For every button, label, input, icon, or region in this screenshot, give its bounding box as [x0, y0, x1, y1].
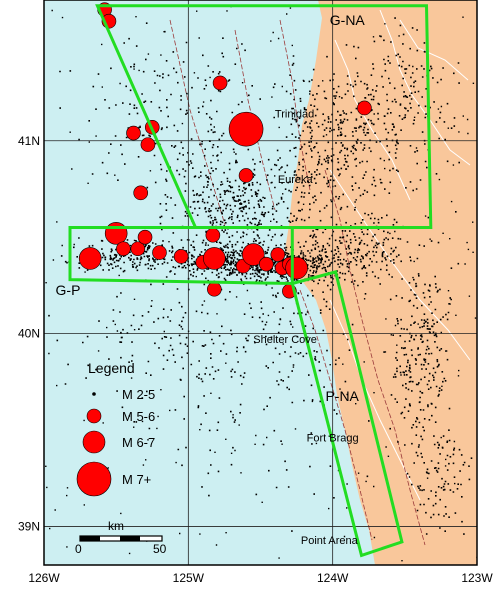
legend-label: M 6-7 [122, 435, 155, 450]
earthquake-marker [258, 256, 274, 272]
legend-item: M 6-7 [82, 430, 155, 454]
earthquake-marker [116, 241, 131, 257]
region-boxes [68, 4, 433, 558]
earthquake-marker [126, 125, 141, 141]
earthquake-marker [78, 247, 102, 270]
place-label: Point Arena [301, 535, 359, 547]
region-box [290, 270, 404, 558]
earthquake-marker [228, 111, 264, 147]
earthquake-marker [173, 249, 189, 264]
fault-line [299, 289, 373, 541]
legend-symbol [82, 430, 106, 454]
legend-item: M 5-6 [86, 408, 155, 424]
place-label: Eureka [278, 174, 314, 186]
y-tick-label: 39N [18, 519, 40, 533]
earthquake-marker [207, 281, 222, 297]
region-box [95, 4, 433, 229]
legend: Legend M 2-5 M 5-6 M 6-7 M 7+ [76, 360, 155, 497]
legend-label: M 5-6 [122, 409, 155, 424]
earthquake-marker [140, 137, 156, 152]
place-label: Shelter Cove [253, 334, 317, 346]
y-tick-label: 40N [18, 327, 40, 341]
region-label: G-NA [330, 12, 366, 28]
earthquake-marker [203, 247, 226, 270]
region-label: G-P [56, 282, 81, 298]
legend-label: M 2-5 [122, 387, 155, 402]
earthquake-marker [205, 227, 221, 243]
x-tick-label: 126W [28, 571, 60, 585]
earthquake-marker [357, 100, 372, 116]
legend-symbol [92, 392, 96, 396]
earthquake-marker [152, 245, 167, 260]
place-label: Trinidad [275, 109, 314, 121]
earthquake-marker [285, 256, 308, 280]
earthquake-marker [133, 185, 149, 201]
scale-tick-end: 50 [153, 542, 167, 556]
river-line [329, 169, 471, 361]
earthquake-marker [241, 243, 265, 266]
river-line [399, 19, 469, 81]
region-label: P-NA [325, 388, 359, 404]
legend-item: M 7+ [76, 461, 151, 497]
place-label: Fort Bragg [307, 433, 359, 445]
rivers [329, 9, 471, 501]
region-labels: G-NA G-P P-NA [56, 12, 366, 404]
earthquake-marker [104, 222, 128, 245]
x-tick-label: 123W [461, 571, 493, 585]
earthquake-marker [212, 75, 228, 91]
earthquake-marker [238, 168, 254, 183]
fault-line [169, 19, 226, 226]
place-labels: Trinidad Eureka Shelter Cove Fort Bragg Poin… [253, 109, 358, 547]
legend-item: M 2-5 [92, 387, 155, 402]
scale-bar: km 0 50 [75, 519, 167, 556]
earthquake-marker [130, 241, 146, 257]
map-frame [43, 0, 478, 566]
x-tick-label: 125W [173, 571, 205, 585]
scale-tick-start: 0 [75, 542, 82, 556]
fault-line [279, 19, 311, 191]
earthquake-marker [137, 229, 153, 245]
scale-bar-segment [120, 536, 140, 541]
axis-labels: 126W 125W 124W 123W 41N 40N 39N [18, 134, 493, 585]
scale-bar-segment [80, 536, 100, 541]
scale-unit: km [108, 519, 124, 533]
river-line [379, 9, 471, 166]
x-tick-label: 124W [317, 571, 349, 585]
y-tick-label: 41N [18, 134, 40, 148]
legend-symbol [76, 461, 112, 497]
legend-label: M 7+ [122, 472, 151, 487]
earthquake-marker [270, 247, 286, 262]
legend-title: Legend [88, 360, 135, 376]
legend-symbol [86, 408, 102, 424]
